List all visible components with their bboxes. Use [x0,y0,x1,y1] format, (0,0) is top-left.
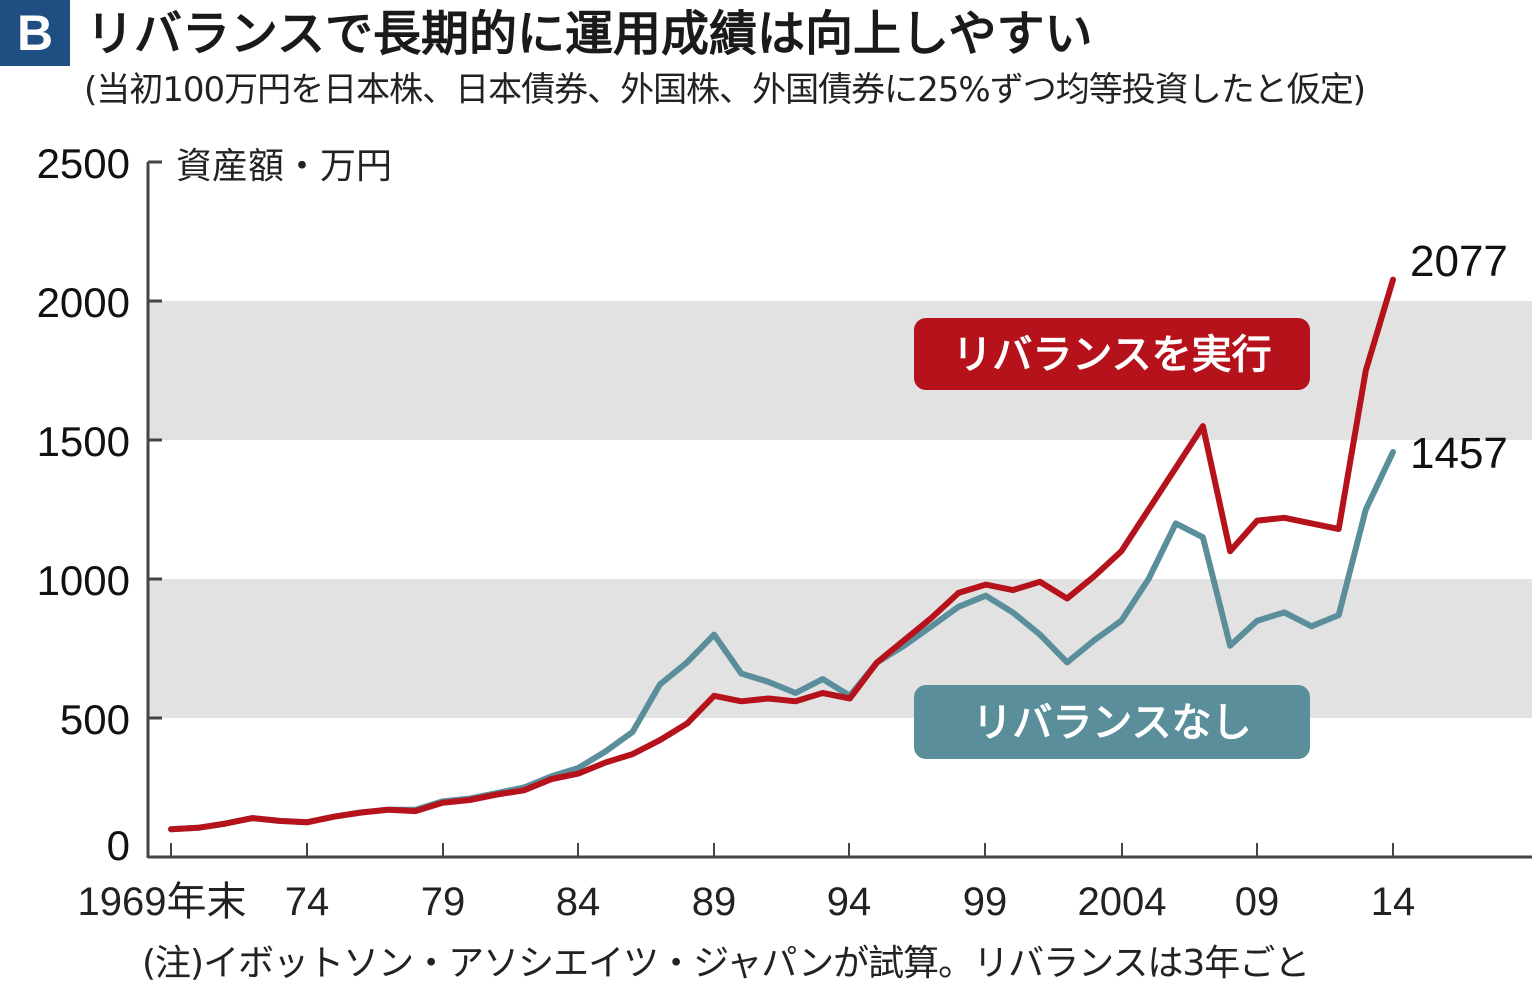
x-tick-label: 1969年末 [78,880,247,924]
no-rebalance-end-value: 1457 [1410,429,1508,478]
section-badge: B [0,0,70,66]
y-tick-label: 1500 [37,418,130,465]
x-tick-label: 14 [1371,880,1416,924]
x-tick-label: 94 [827,880,872,924]
legend-no-rebalance-label: リバランスなし [972,700,1251,746]
x-tick-label: 09 [1235,880,1280,924]
footnote: (注)イボットソン・アソシエイツ・ジャパンが試算。リバランスは3年ごと [142,943,1310,984]
x-tick-label: 89 [692,880,737,924]
y-tick-label: 0 [107,822,130,869]
legend-rebalance-label: リバランスを実行 [952,332,1271,378]
legend-no-rebalance: リバランスなし [914,685,1310,759]
y-tick-label: 2500 [37,140,130,187]
x-tick-label: 74 [285,880,330,924]
x-tick-label: 79 [421,880,466,924]
band-1500-2000 [148,301,1532,440]
rebalance-line [168,276,1396,833]
y-tick-label: 2000 [37,279,130,326]
x-tick-label: 2004 [1078,880,1167,924]
y-axis-unit-label: 資産額・万円 [176,146,392,187]
x-tick-label: 99 [963,880,1008,924]
chart-title: リバランスで長期的に運用成績は向上しやすい [86,6,1093,62]
rebalance-end-value: 2077 [1410,237,1508,286]
y-tick-marks [148,160,162,720]
y-tick-label: 500 [60,696,130,743]
line-chart: 2500 2000 1500 1000 500 0 資産額・万円 1969年末 … [37,140,1532,924]
x-tick-marks [170,843,1394,857]
x-tick-label: 84 [556,880,601,924]
chart-subtitle: (当初100万円を日本株、日本債券、外国株、外国債券に25%ずつ均等投資したと仮… [84,70,1366,110]
y-tick-label: 1000 [37,557,130,604]
legend-rebalance: リバランスを実行 [914,318,1310,390]
